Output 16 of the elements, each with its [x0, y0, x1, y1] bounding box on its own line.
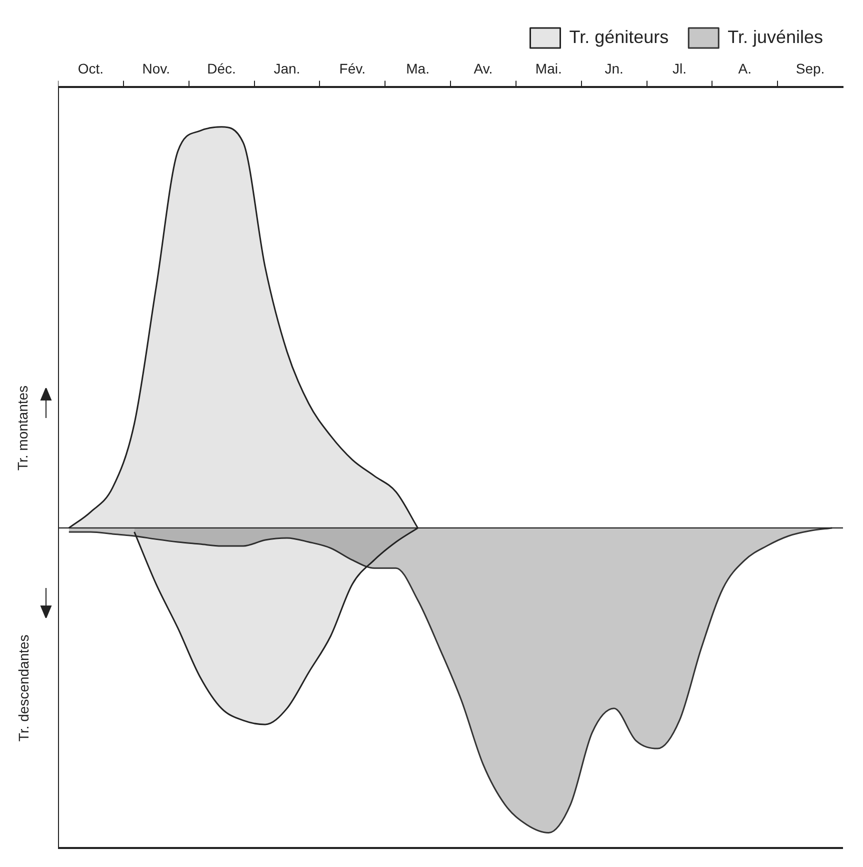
x-tick-label: Jl. — [672, 60, 686, 76]
x-tick-label: Av. — [474, 60, 493, 76]
x-tick-label: Oct. — [78, 60, 104, 76]
x-tick-label: Déc. — [207, 60, 236, 76]
x-tick-label: Fév. — [339, 60, 366, 76]
legend-label: Tr. juvéniles — [728, 26, 824, 47]
text: Tr. montantes — [15, 385, 32, 471]
x-tick-label: Ma. — [406, 60, 430, 76]
x-tick-label: Jn. — [604, 60, 624, 76]
text: Tr. descendantes — [15, 634, 32, 742]
x-tick-label: Nov. — [142, 60, 170, 76]
x-tick-label: Jan. — [274, 60, 300, 76]
x-tick-label: Mai. — [535, 60, 562, 76]
x-tick-label: Sep. — [796, 60, 825, 76]
x-tick-label: A. — [738, 60, 752, 76]
legend-label: Tr. géniteurs — [569, 26, 669, 47]
